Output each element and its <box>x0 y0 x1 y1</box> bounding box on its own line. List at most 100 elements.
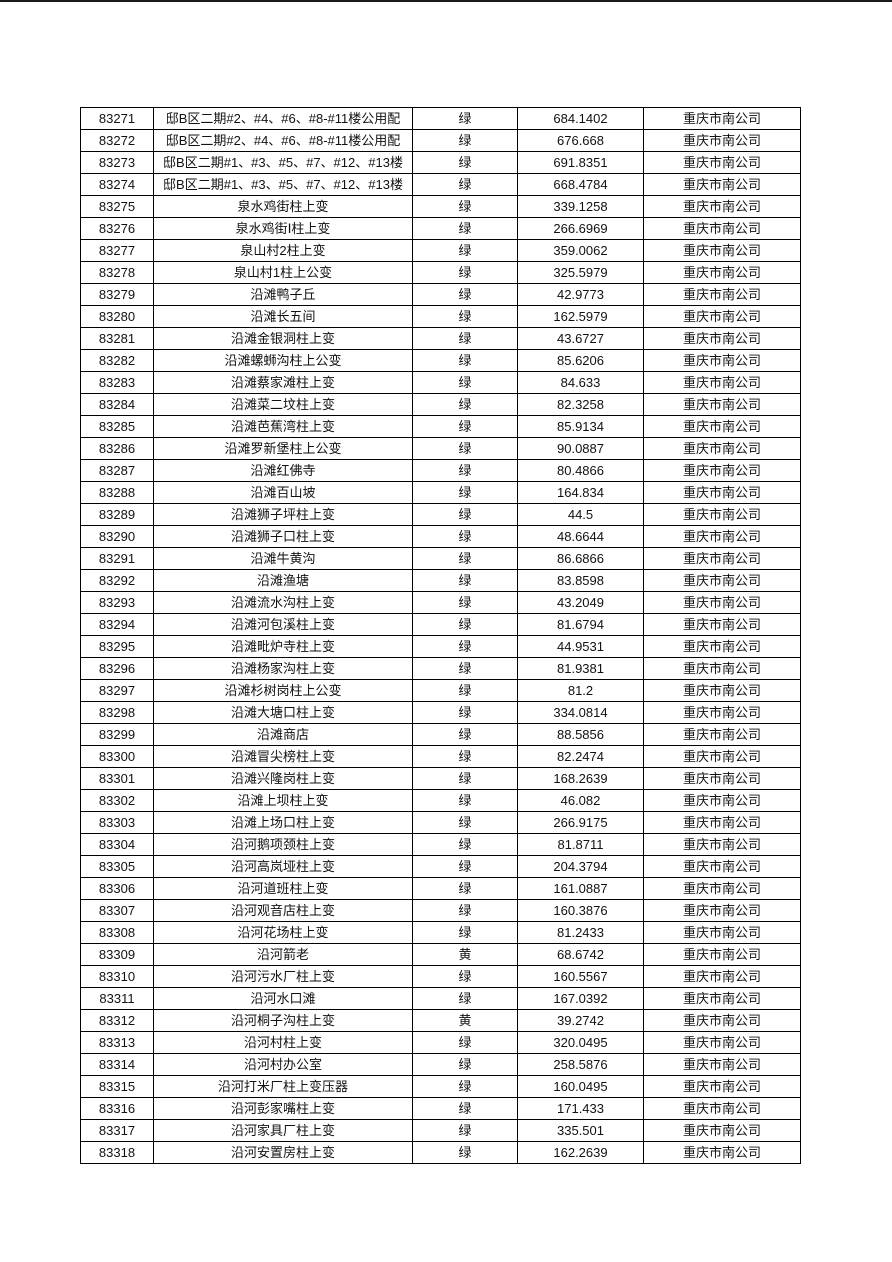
cell-value: 161.0887 <box>517 877 644 900</box>
cell-status: 绿 <box>412 481 518 504</box>
cell-value: 48.6644 <box>517 525 644 548</box>
cell-status: 绿 <box>412 767 518 790</box>
cell-company: 重庆市南公司 <box>643 547 801 570</box>
cell-company: 重庆市南公司 <box>643 107 801 130</box>
cell-status: 绿 <box>412 1031 518 1054</box>
cell-name: 沿滩大塘口柱上变 <box>153 701 413 724</box>
cell-company: 重庆市南公司 <box>643 613 801 636</box>
cell-id: 83291 <box>80 547 154 570</box>
cell-company: 重庆市南公司 <box>643 305 801 328</box>
cell-value: 88.5856 <box>517 723 644 746</box>
table-row: 83280 沿滩长五间 绿 162.5979 重庆市南公司 <box>80 305 801 328</box>
cell-status: 绿 <box>412 107 518 130</box>
cell-name: 沿河家具厂柱上变 <box>153 1119 413 1142</box>
cell-name: 沿河花场柱上变 <box>153 921 413 944</box>
cell-value: 81.2 <box>517 679 644 702</box>
cell-value: 684.1402 <box>517 107 644 130</box>
table-row: 83288 沿滩百山坡 绿 164.834 重庆市南公司 <box>80 481 801 504</box>
cell-id: 83280 <box>80 305 154 328</box>
cell-value: 266.9175 <box>517 811 644 834</box>
cell-status: 绿 <box>412 547 518 570</box>
cell-name: 沿河箭老 <box>153 943 413 966</box>
table-row: 83314 沿河村办公室 绿 258.5876 重庆市南公司 <box>80 1053 801 1076</box>
cell-value: 44.9531 <box>517 635 644 658</box>
cell-status: 绿 <box>412 173 518 196</box>
cell-status: 绿 <box>412 129 518 152</box>
cell-company: 重庆市南公司 <box>643 481 801 504</box>
cell-value: 334.0814 <box>517 701 644 724</box>
table-row: 83316 沿河彭家嘴柱上变 绿 171.433 重庆市南公司 <box>80 1097 801 1120</box>
cell-status: 绿 <box>412 613 518 636</box>
cell-name: 沿滩鸭子丘 <box>153 283 413 306</box>
cell-status: 绿 <box>412 151 518 174</box>
cell-company: 重庆市南公司 <box>643 525 801 548</box>
cell-value: 668.4784 <box>517 173 644 196</box>
cell-company: 重庆市南公司 <box>643 437 801 460</box>
cell-name: 泉水鸡街Ⅰ柱上变 <box>153 217 413 240</box>
cell-company: 重庆市南公司 <box>643 1031 801 1054</box>
cell-name: 沿滩兴隆岗柱上变 <box>153 767 413 790</box>
cell-id: 83315 <box>80 1075 154 1098</box>
cell-company: 重庆市南公司 <box>643 921 801 944</box>
cell-id: 83289 <box>80 503 154 526</box>
cell-status: 绿 <box>412 239 518 262</box>
cell-id: 83301 <box>80 767 154 790</box>
cell-value: 258.5876 <box>517 1053 644 1076</box>
cell-name: 沿河道班柱上变 <box>153 877 413 900</box>
cell-value: 160.3876 <box>517 899 644 922</box>
cell-company: 重庆市南公司 <box>643 129 801 152</box>
cell-company: 重庆市南公司 <box>643 789 801 812</box>
cell-status: 绿 <box>412 789 518 812</box>
top-edge-line <box>0 0 892 2</box>
cell-name: 邸B区二期#1、#3、#5、#7、#12、#13楼 <box>153 173 413 196</box>
cell-company: 重庆市南公司 <box>643 1075 801 1098</box>
cell-value: 39.2742 <box>517 1009 644 1032</box>
cell-status: 绿 <box>412 1141 518 1164</box>
transformer-data-table: 83271 邸B区二期#2、#4、#6、#8-#11楼公用配 绿 684.140… <box>80 107 801 1164</box>
cell-name: 沿滩红佛寺 <box>153 459 413 482</box>
cell-name: 沿河污水厂柱上变 <box>153 965 413 988</box>
table-row: 83282 沿滩螺蛳沟柱上公变 绿 85.6206 重庆市南公司 <box>80 349 801 372</box>
cell-name: 沿滩菜二坟柱上变 <box>153 393 413 416</box>
cell-name: 沿滩金银洞柱上变 <box>153 327 413 350</box>
table-row: 83286 沿滩罗新堡柱上公变 绿 90.0887 重庆市南公司 <box>80 437 801 460</box>
cell-status: 绿 <box>412 327 518 350</box>
cell-status: 绿 <box>412 591 518 614</box>
cell-value: 81.8711 <box>517 833 644 856</box>
cell-company: 重庆市南公司 <box>643 283 801 306</box>
cell-company: 重庆市南公司 <box>643 239 801 262</box>
cell-status: 绿 <box>412 965 518 988</box>
cell-status: 绿 <box>412 855 518 878</box>
cell-status: 黄 <box>412 1009 518 1032</box>
cell-status: 绿 <box>412 1053 518 1076</box>
cell-name: 沿滩罗新堡柱上公变 <box>153 437 413 460</box>
cell-company: 重庆市南公司 <box>643 855 801 878</box>
cell-id: 83307 <box>80 899 154 922</box>
cell-company: 重庆市南公司 <box>643 811 801 834</box>
cell-company: 重庆市南公司 <box>643 701 801 724</box>
cell-id: 83282 <box>80 349 154 372</box>
cell-status: 绿 <box>412 987 518 1010</box>
cell-name: 沿河水口滩 <box>153 987 413 1010</box>
cell-name: 沿滩杨家沟柱上变 <box>153 657 413 680</box>
cell-company: 重庆市南公司 <box>643 1009 801 1032</box>
cell-id: 83299 <box>80 723 154 746</box>
cell-value: 86.6866 <box>517 547 644 570</box>
table-row: 83300 沿滩冒尖榜柱上变 绿 82.2474 重庆市南公司 <box>80 745 801 768</box>
cell-company: 重庆市南公司 <box>643 569 801 592</box>
cell-name: 沿滩河包溪柱上变 <box>153 613 413 636</box>
cell-company: 重庆市南公司 <box>643 349 801 372</box>
cell-name: 沿滩狮子坪柱上变 <box>153 503 413 526</box>
cell-value: 42.9773 <box>517 283 644 306</box>
cell-company: 重庆市南公司 <box>643 943 801 966</box>
cell-company: 重庆市南公司 <box>643 987 801 1010</box>
table-row: 83294 沿滩河包溪柱上变 绿 81.6794 重庆市南公司 <box>80 613 801 636</box>
table-row: 83298 沿滩大塘口柱上变 绿 334.0814 重庆市南公司 <box>80 701 801 724</box>
cell-name: 沿滩上坝柱上变 <box>153 789 413 812</box>
cell-name: 泉水鸡街柱上变 <box>153 195 413 218</box>
cell-id: 83288 <box>80 481 154 504</box>
cell-company: 重庆市南公司 <box>643 723 801 746</box>
table-row: 83299 沿滩商店 绿 88.5856 重庆市南公司 <box>80 723 801 746</box>
cell-id: 83287 <box>80 459 154 482</box>
cell-company: 重庆市南公司 <box>643 393 801 416</box>
